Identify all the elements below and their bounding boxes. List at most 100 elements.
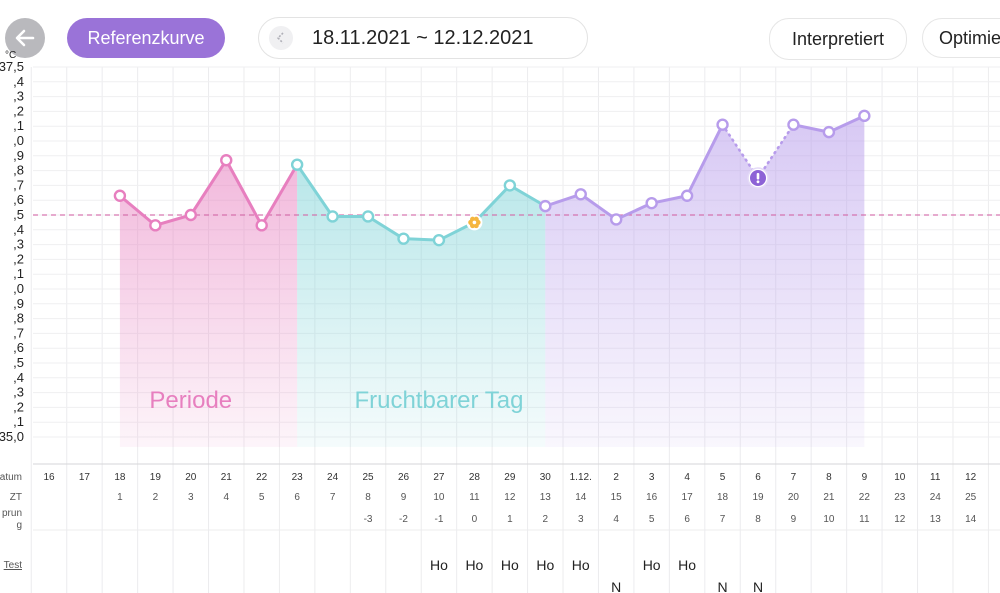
- date-label: 7: [791, 472, 797, 483]
- series-segment-luteal: [543, 192, 583, 208]
- date-label: 17: [79, 472, 91, 483]
- series-segment-period: [189, 158, 228, 217]
- top-bar: Referenzkurve 18.11.2021 ~ 12.12.2021 In…: [0, 0, 1000, 76]
- date-label: 1.12.: [570, 472, 592, 483]
- data-point-luteal: [574, 188, 587, 201]
- jump-label: 8: [755, 514, 761, 525]
- data-point-fertile: [326, 210, 339, 223]
- row-label-jump: g: [16, 520, 22, 531]
- series-segment-period: [118, 194, 157, 227]
- series-segment-period: [260, 163, 299, 227]
- test-result: Ho: [536, 557, 554, 573]
- cycle-day-label: 23: [894, 492, 906, 503]
- cycle-day-label: 12: [504, 492, 516, 503]
- cycle-day-label: 4: [223, 492, 229, 503]
- date-label: 25: [362, 472, 374, 483]
- y-tick-label: ,8: [13, 311, 24, 326]
- y-tick-label: ,4: [13, 74, 24, 89]
- jump-label: 6: [684, 514, 690, 525]
- date-label: 26: [398, 472, 410, 483]
- y-tick-label: ,5: [13, 355, 24, 370]
- cycle-day-label: 8: [365, 492, 371, 503]
- cycle-day-label: 3: [188, 492, 194, 503]
- row-label-jump: prun: [2, 508, 22, 519]
- jump-label: 4: [613, 514, 619, 525]
- cycle-day-label: 7: [330, 492, 336, 503]
- series-segment-fertile: [366, 214, 405, 241]
- date-label: 6: [755, 472, 761, 483]
- y-tick-label: ,1: [13, 118, 24, 133]
- series-segment-period: [224, 158, 264, 227]
- y-tick-label: ,0: [13, 281, 24, 296]
- cycle-day-label: 6: [294, 492, 300, 503]
- jump-label: -3: [364, 514, 373, 525]
- y-tick-label: ,2: [13, 399, 24, 414]
- previous-range-icon[interactable]: [269, 26, 293, 50]
- date-label: 2: [613, 472, 619, 483]
- y-tick-label: ,3: [13, 237, 24, 252]
- cycle-day-label: 19: [752, 492, 764, 503]
- jump-label: 3: [578, 514, 584, 525]
- test-result: Ho: [572, 557, 590, 573]
- jump-label: 5: [649, 514, 655, 525]
- test-result: N: [753, 579, 763, 593]
- arrow-left-icon: [15, 29, 35, 47]
- data-point-period: [113, 189, 127, 202]
- reference-curve-button[interactable]: Referenzkurve: [67, 18, 225, 58]
- data-point-luteal: [858, 109, 871, 123]
- series-segment-luteal: [827, 114, 866, 134]
- cycle-day-label: 24: [930, 492, 942, 503]
- date-label: 28: [469, 472, 481, 483]
- series-segment-luteal: [756, 123, 795, 180]
- y-tick-label: ,2: [13, 103, 24, 118]
- area-luteal: [545, 115, 865, 447]
- date-label: 20: [185, 472, 197, 483]
- y-tick-label: ,6: [13, 192, 24, 207]
- area-period: [119, 160, 298, 448]
- data-point-fertile: [432, 233, 446, 247]
- cycle-day-label: 25: [965, 492, 977, 503]
- date-label: 18: [114, 472, 126, 483]
- interpreted-button[interactable]: Interpretiert: [769, 18, 907, 60]
- date-range-selector[interactable]: 18.11.2021 ~ 12.12.2021: [258, 17, 588, 59]
- cycle-day-label: 1: [117, 492, 123, 503]
- optimize-button[interactable]: Optimie: [922, 18, 1000, 58]
- y-tick-label: ,1: [13, 414, 24, 429]
- test-result: Ho: [501, 557, 519, 573]
- row-label-date: atum: [0, 472, 22, 483]
- y-tick-label: ,0: [13, 133, 24, 148]
- test-result: N: [717, 579, 727, 593]
- test-result: Ho: [430, 557, 448, 573]
- cycle-day-label: 16: [646, 492, 658, 503]
- date-label: 30: [540, 472, 552, 483]
- row-label-test: Test: [4, 560, 23, 571]
- test-result: Ho: [643, 557, 661, 573]
- cycle-day-label: 18: [717, 492, 729, 503]
- data-point-luteal: [716, 118, 729, 131]
- data-point-luteal: [539, 199, 552, 213]
- data-point-fertile: [361, 210, 375, 223]
- cycle-day-label: 2: [153, 492, 159, 503]
- date-label: 21: [221, 472, 233, 483]
- test-result: Ho: [678, 557, 696, 573]
- back-button[interactable]: [5, 18, 45, 58]
- data-point-period: [255, 219, 268, 232]
- phase-label-fertile: Fruchtbarer Tag: [354, 387, 523, 414]
- date-label: 11: [930, 472, 941, 483]
- data-point-period: [184, 208, 198, 222]
- date-label: 5: [720, 472, 726, 483]
- cycle-day-label: 20: [788, 492, 800, 503]
- jump-label: 14: [965, 514, 977, 525]
- series-segment-luteal: [614, 201, 654, 221]
- date-label: 29: [504, 472, 516, 483]
- ovulation-marker: [466, 214, 483, 231]
- y-tick-label: 35,0: [0, 429, 24, 444]
- series-segment-luteal: [685, 123, 725, 198]
- y-tick-label: ,6: [13, 340, 24, 355]
- row-label-cycle-day: ZT: [10, 492, 22, 503]
- data-point-period: [220, 154, 233, 167]
- jump-label: 12: [894, 514, 906, 525]
- jump-label: 2: [543, 514, 549, 525]
- test-result: Ho: [465, 557, 483, 573]
